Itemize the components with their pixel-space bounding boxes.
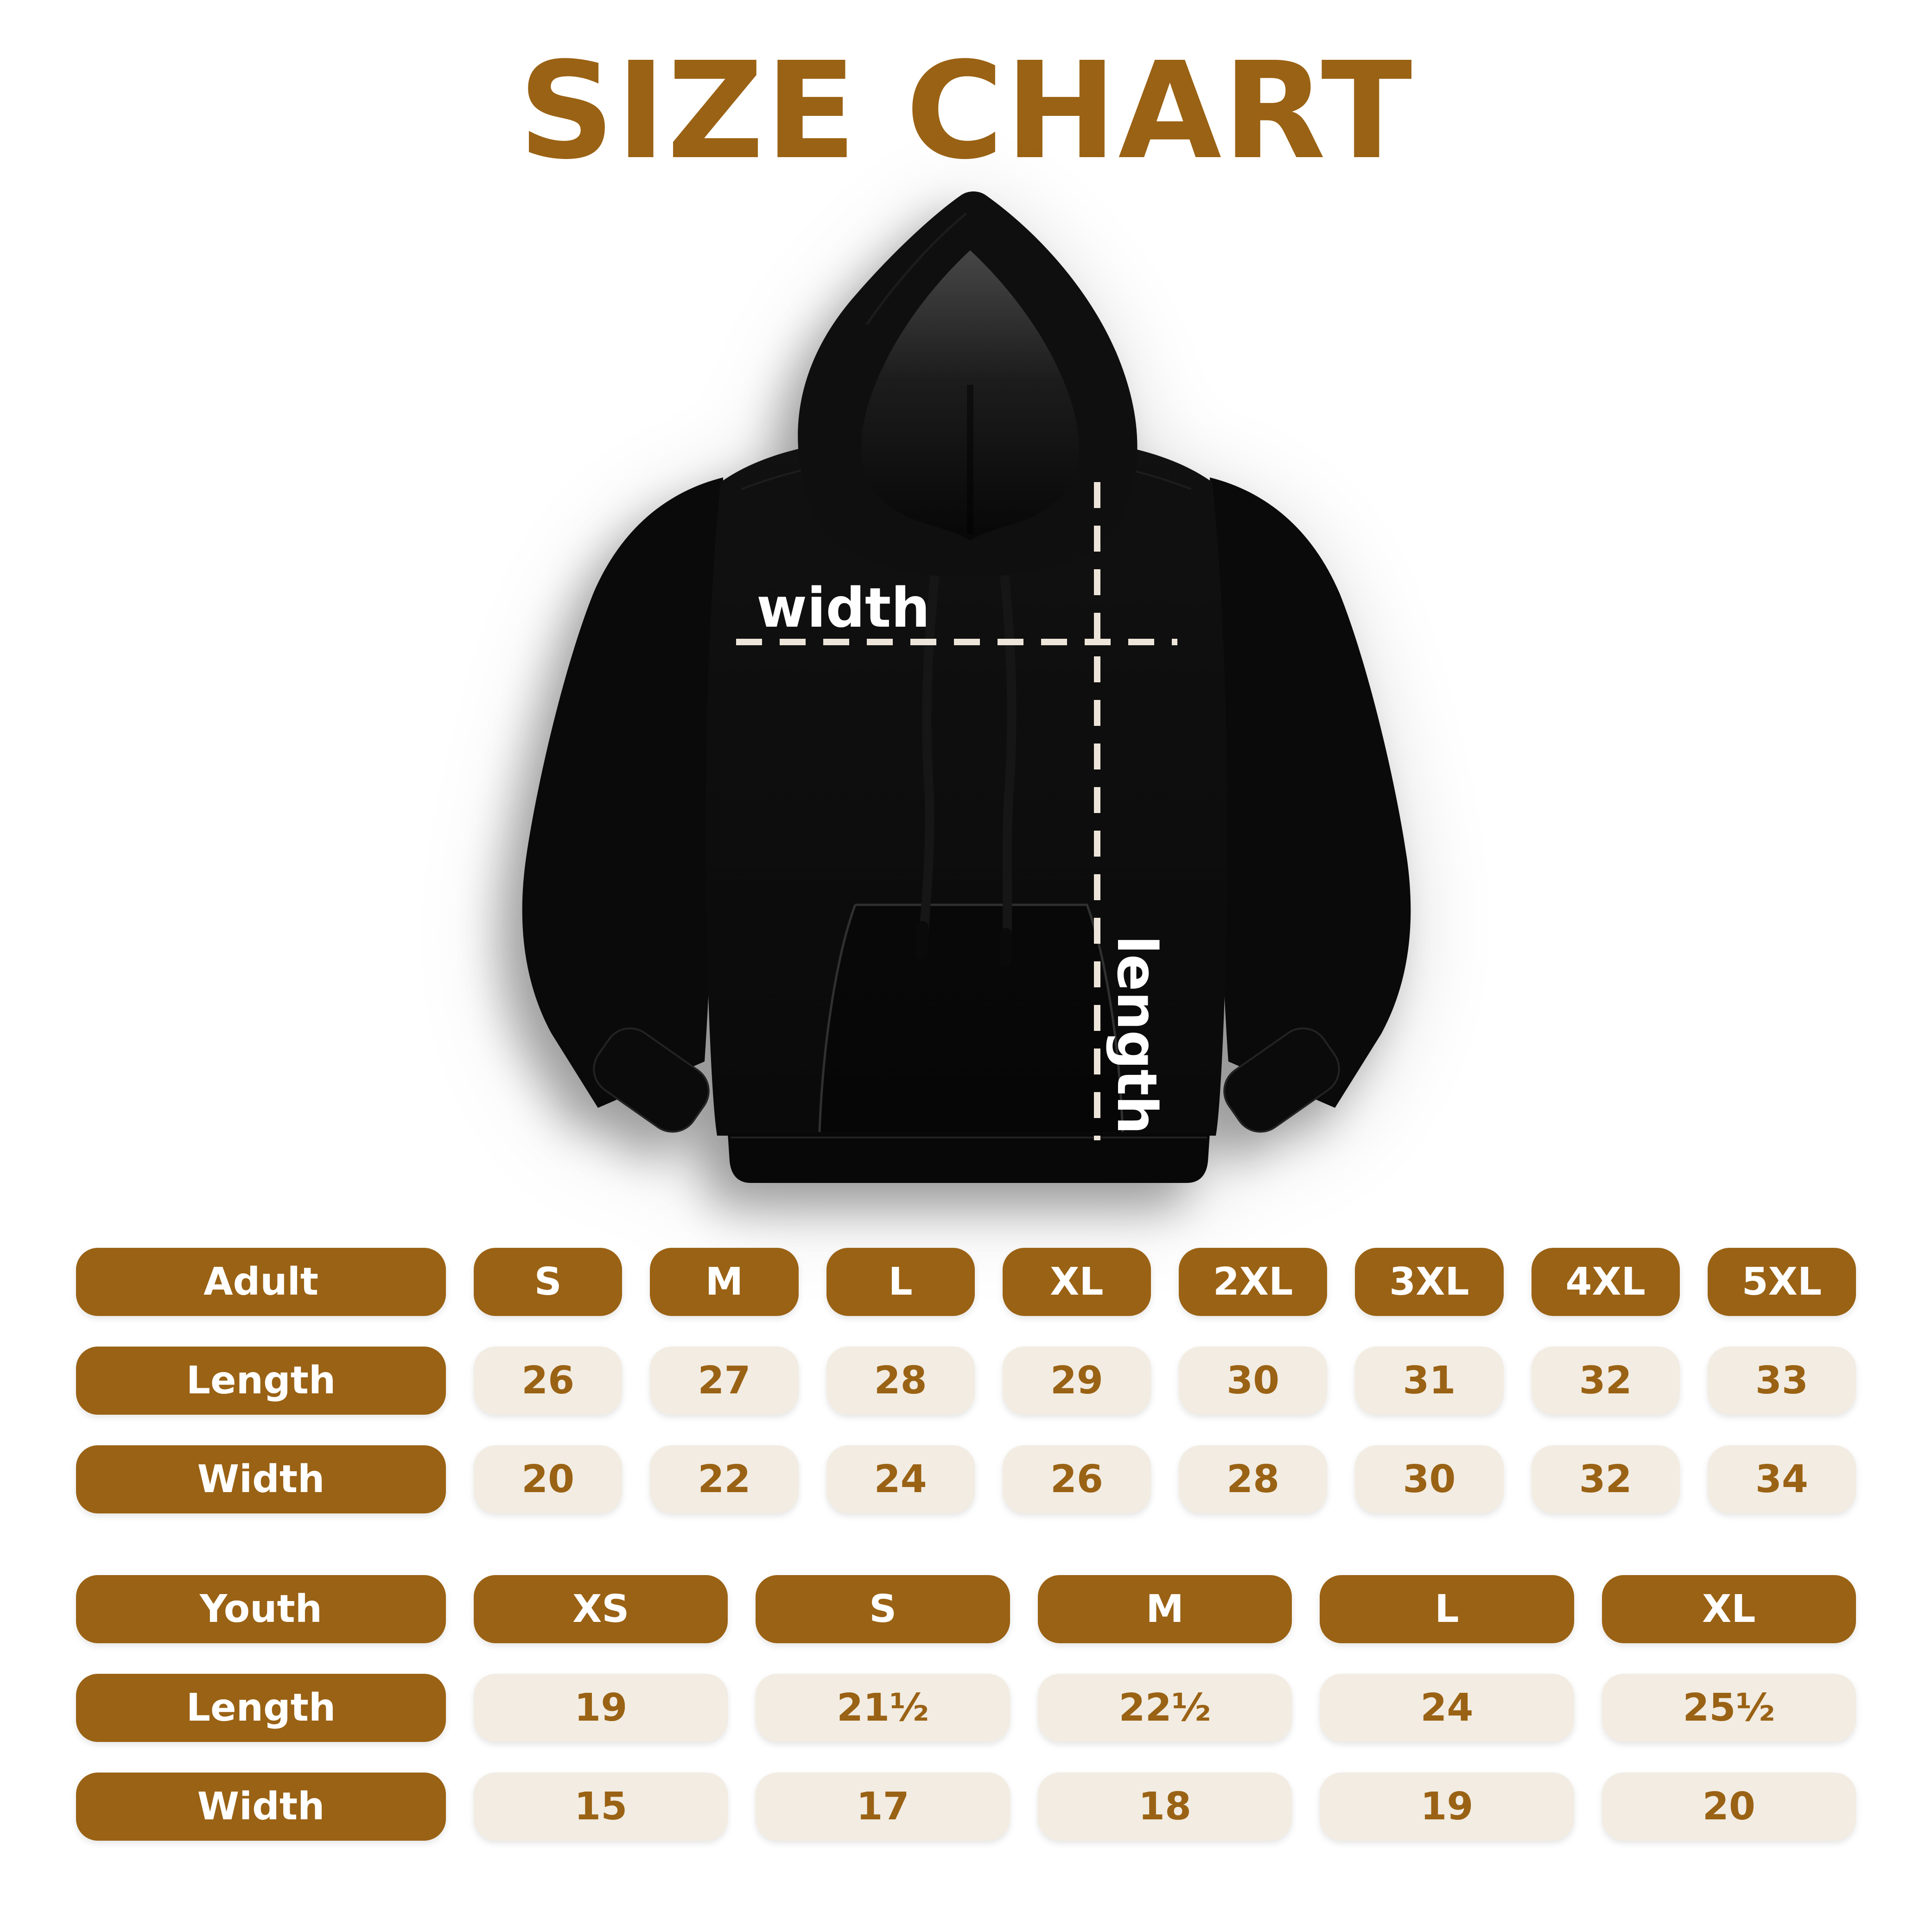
youth-width-cell: 15 <box>474 1773 728 1841</box>
adult-width-cell: 30 <box>1355 1445 1504 1513</box>
youth-length-cell: 25½ <box>1602 1674 1856 1742</box>
youth-size-header: L <box>1320 1575 1574 1643</box>
adult-length-cell: 27 <box>650 1347 799 1415</box>
adult-width-cell: 34 <box>1707 1445 1856 1513</box>
page-title: SIZE CHART <box>518 33 1414 189</box>
youth-width-row: Width 15 17 18 19 20 <box>76 1773 1856 1841</box>
adult-width-cell: 20 <box>474 1445 623 1513</box>
adult-width-row: Width 20 22 24 26 28 30 32 34 <box>76 1445 1856 1513</box>
youth-size-header: XL <box>1602 1575 1856 1643</box>
youth-row-label: Width <box>76 1773 446 1841</box>
hoodie-image <box>482 185 1451 1205</box>
hoodie-hem <box>728 1133 1210 1183</box>
youth-length-cell: 24 <box>1320 1674 1574 1742</box>
adult-size-header: 5XL <box>1707 1248 1856 1316</box>
adult-size-header: 3XL <box>1355 1248 1504 1316</box>
youth-width-cell: 19 <box>1320 1773 1574 1841</box>
adult-row-label: Width <box>76 1445 446 1513</box>
adult-length-cell: 31 <box>1355 1347 1504 1415</box>
youth-header-row: Youth XS S M L XL <box>76 1575 1856 1643</box>
adult-row-label: Length <box>76 1347 446 1415</box>
adult-table-title: Adult <box>76 1248 446 1316</box>
youth-table-title: Youth <box>76 1575 446 1643</box>
youth-length-cell: 22½ <box>1037 1674 1292 1742</box>
youth-size-header: M <box>1037 1575 1292 1643</box>
adult-size-header: 4XL <box>1531 1248 1680 1316</box>
adult-length-cell: 28 <box>826 1347 975 1415</box>
width-measure-line <box>736 639 1177 645</box>
hoodie-hood <box>798 191 1138 577</box>
adult-length-cell: 30 <box>1179 1347 1328 1415</box>
width-measure-label: width <box>756 576 930 640</box>
adult-length-cell: 29 <box>1002 1347 1151 1415</box>
adult-size-header: M <box>650 1248 799 1316</box>
hoodie-sleeves <box>522 477 1411 1133</box>
youth-length-cell: 21½ <box>756 1674 1010 1742</box>
adult-size-header: S <box>474 1248 623 1316</box>
youth-width-cell: 17 <box>756 1773 1010 1841</box>
youth-width-cell: 20 <box>1602 1773 1856 1841</box>
adult-size-header: 2XL <box>1179 1248 1328 1316</box>
hoodie-drawstrings <box>916 547 1017 967</box>
adult-size-table: Adult S M L XL 2XL 3XL 4XL 5XL Length 26 27 28 29 30 31… <box>76 1248 1856 1513</box>
adult-width-cell: 22 <box>650 1445 799 1513</box>
youth-width-cell: 18 <box>1037 1773 1292 1841</box>
adult-length-cell: 26 <box>474 1347 623 1415</box>
length-measure-line <box>1094 482 1100 1140</box>
length-measure-label: length <box>1105 935 1169 1135</box>
adult-length-cell: 33 <box>1707 1347 1856 1415</box>
adult-length-cell: 32 <box>1531 1347 1680 1415</box>
adult-width-cell: 26 <box>1002 1445 1151 1513</box>
youth-length-row: Length 19 21½ 22½ 24 25½ <box>76 1674 1856 1742</box>
adult-width-cell: 28 <box>1179 1445 1328 1513</box>
adult-size-header: XL <box>1002 1248 1151 1316</box>
youth-size-header: XS <box>474 1575 728 1643</box>
adult-size-header: L <box>826 1248 975 1316</box>
youth-size-header: S <box>756 1575 1010 1643</box>
adult-width-cell: 32 <box>1531 1445 1680 1513</box>
youth-row-label: Length <box>76 1674 446 1742</box>
hoodie-pocket <box>818 903 1124 1132</box>
youth-length-cell: 19 <box>474 1674 728 1742</box>
adult-length-row: Length 26 27 28 29 30 31 32 33 <box>76 1347 1856 1415</box>
adult-header-row: Adult S M L XL 2XL 3XL 4XL 5XL <box>76 1248 1856 1316</box>
adult-width-cell: 24 <box>826 1445 975 1513</box>
hoodie-svg <box>522 191 1411 1183</box>
youth-size-table: Youth XS S M L XL Length 19 21½ 22½ 24 25½ Width 15 17… <box>76 1575 1856 1841</box>
